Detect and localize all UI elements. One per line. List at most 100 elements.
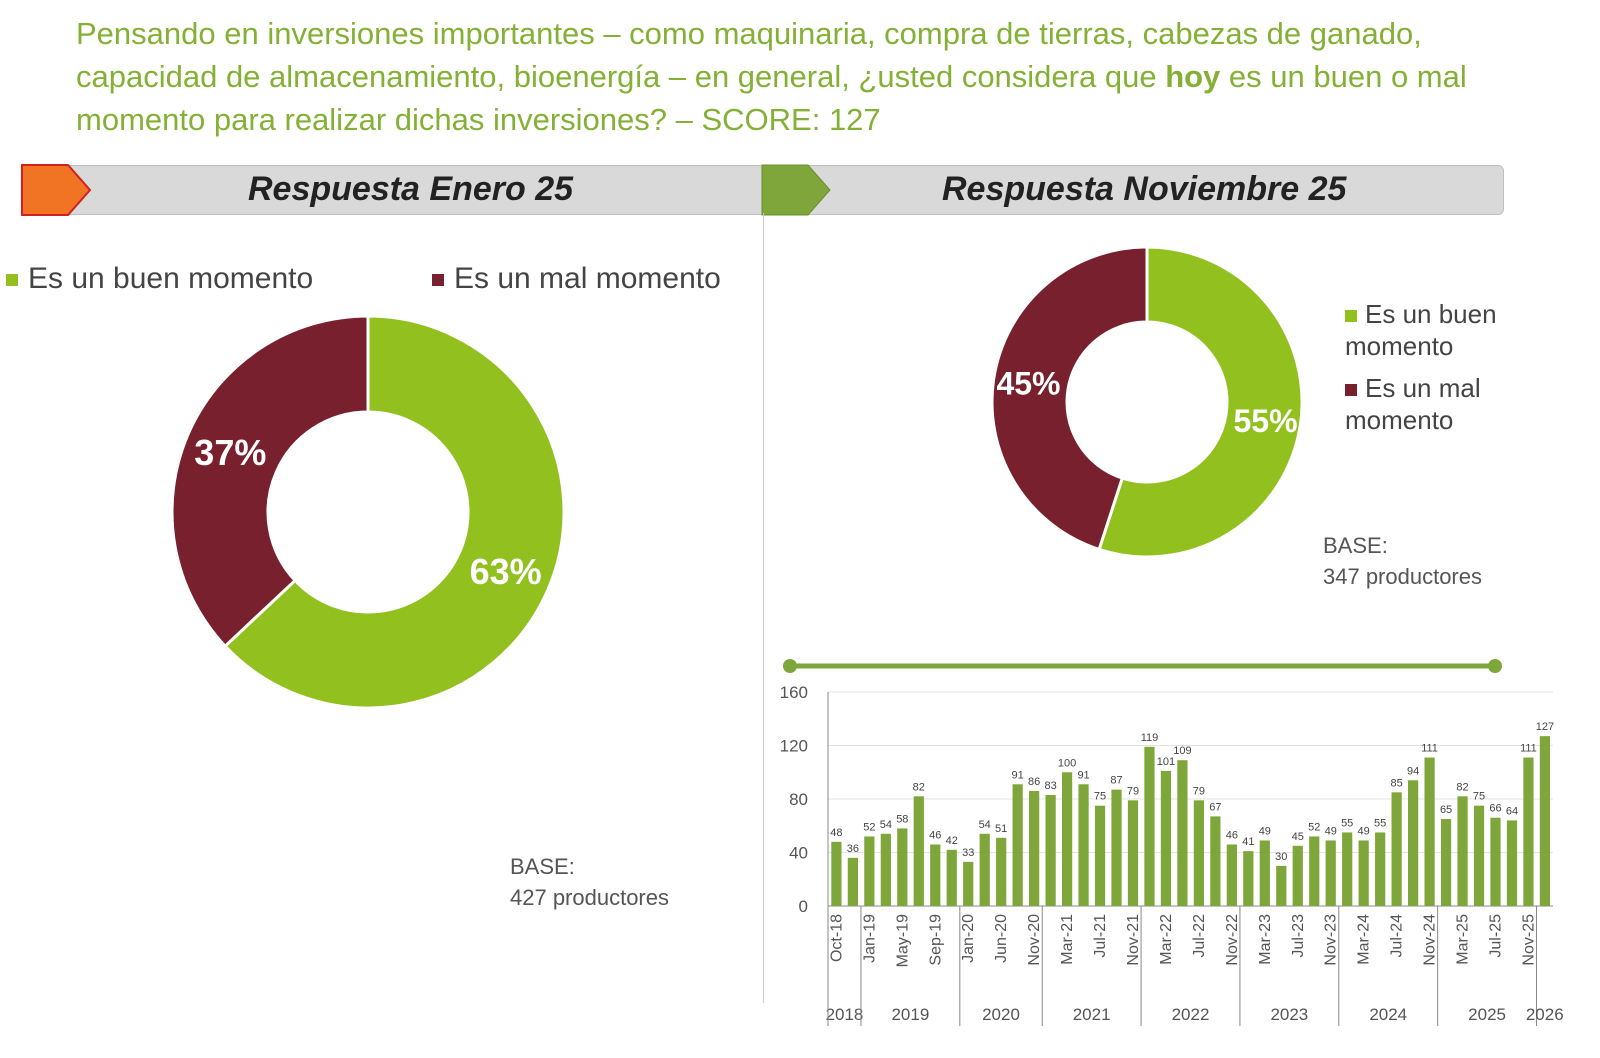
bar-value-label: 49 (1325, 825, 1337, 837)
bar (1045, 794, 1056, 906)
x-tick-label: May-19 (894, 914, 911, 967)
bar-value-label: 54 (979, 819, 991, 831)
bar (1276, 865, 1287, 906)
year-label: 2026 (1526, 1005, 1564, 1024)
year-label: 2024 (1369, 1005, 1407, 1024)
year-label: 2022 (1172, 1005, 1210, 1024)
x-tick-label: Jan-20 (960, 914, 977, 963)
bar (1012, 784, 1023, 906)
base-left: BASE: 427 productores (510, 851, 669, 913)
legend-swatch-bad (1345, 384, 1357, 397)
base-label: BASE: (510, 854, 575, 879)
bar-value-label: 86 (1028, 776, 1040, 788)
bar-value-label: 91 (1012, 769, 1024, 781)
bar-value-label: 79 (1193, 785, 1205, 797)
x-tick-label: Mar-22 (1158, 914, 1175, 965)
year-label: 2018 (826, 1005, 864, 1024)
bar (1490, 817, 1501, 906)
year-label: 2020 (982, 1005, 1020, 1024)
slice-label: 45% (996, 365, 1060, 401)
bar-value-label: 30 (1275, 851, 1287, 863)
base-value: 427 productores (510, 885, 669, 910)
x-tick-label: Nov-22 (1224, 914, 1241, 966)
bar-value-label: 67 (1209, 801, 1221, 813)
bar (831, 841, 842, 906)
base-right: BASE: 347 productores (1323, 530, 1482, 592)
x-tick-label: Mar-21 (1059, 914, 1076, 965)
timeline-line (783, 659, 1502, 673)
bar (1440, 819, 1452, 906)
donut-slice (1097, 245, 1304, 559)
bar (1061, 772, 1073, 906)
bar (1127, 800, 1139, 906)
bar (1243, 851, 1254, 906)
bar-value-label: 58 (896, 813, 908, 825)
x-tick-label: Jan-19 (861, 914, 878, 963)
bar (1523, 757, 1534, 906)
bar-value-label: 52 (863, 821, 875, 833)
bar-value-label: 54 (880, 819, 892, 831)
bar-value-label: 82 (1456, 781, 1468, 793)
title-text-end: es un buen o mal momento para realizar d… (76, 59, 1467, 137)
slice-label: 63% (470, 551, 542, 592)
bar (1309, 836, 1320, 906)
bar (1259, 840, 1270, 906)
bar-value-label: 87 (1110, 775, 1122, 787)
legend-bad-right: Es un mal momento (1345, 372, 1515, 436)
legend-label: Es un buen momento (1345, 299, 1497, 361)
question-title: Pensando en inversiones importantes – co… (76, 12, 1526, 141)
bar-value-label: 55 (1341, 817, 1353, 829)
x-tick-label: Jul-23 (1290, 914, 1307, 958)
x-tick-label: Nov-21 (1125, 914, 1142, 966)
x-tick-label: Mar-25 (1455, 914, 1472, 965)
legend-swatch-bad (432, 274, 444, 287)
bar (1325, 840, 1336, 906)
bar-value-label: 41 (1242, 836, 1254, 848)
legend-swatch-good (1345, 310, 1357, 323)
year-label: 2025 (1468, 1005, 1506, 1024)
bar (880, 833, 891, 906)
bar (1375, 832, 1386, 906)
x-tick-label: Jul-22 (1191, 914, 1208, 958)
bar (963, 861, 974, 906)
bar-value-label: 94 (1407, 765, 1419, 777)
bar (1358, 840, 1369, 906)
bar-value-label: 82 (913, 781, 925, 793)
bar-value-label: 66 (1489, 803, 1501, 815)
bar (1391, 792, 1402, 906)
bar (1029, 790, 1040, 906)
bar (1177, 760, 1188, 906)
bar (1094, 805, 1106, 906)
bar (913, 796, 924, 906)
bar-value-label: 55 (1374, 817, 1386, 829)
x-tick-label: Sep-19 (927, 914, 944, 966)
bar (1226, 844, 1237, 906)
x-tick-label: Nov-20 (1026, 914, 1043, 966)
x-tick-label: Mar-24 (1356, 914, 1373, 965)
x-tick-label: Mar-23 (1257, 914, 1274, 965)
legend-swatch-good (6, 274, 18, 287)
y-tick-label: 120 (780, 737, 808, 756)
bar (1111, 789, 1122, 906)
bar-value-label: 42 (946, 835, 958, 847)
slice-label: 37% (194, 432, 266, 473)
bar-value-label: 65 (1440, 804, 1452, 816)
bar-value-label: 49 (1259, 825, 1271, 837)
left-header: Respuesta Enero 25 (248, 170, 574, 208)
bar (1292, 845, 1303, 906)
bar (1078, 784, 1089, 906)
x-tick-label: Jul-25 (1487, 914, 1504, 958)
bar (897, 828, 908, 906)
bar-value-label: 91 (1077, 769, 1089, 781)
bar (946, 849, 957, 906)
bar-value-label: 49 (1358, 825, 1370, 837)
bar-value-label: 85 (1391, 777, 1403, 789)
bar-value-label: 51 (995, 823, 1007, 835)
bar (1408, 780, 1419, 906)
bar-value-label: 33 (962, 847, 974, 859)
x-tick-label: Jul-24 (1389, 914, 1406, 958)
bar (1342, 832, 1353, 906)
y-tick-label: 80 (789, 790, 808, 809)
legend-label: Es un mal momento (454, 262, 721, 295)
bar (1539, 736, 1551, 906)
